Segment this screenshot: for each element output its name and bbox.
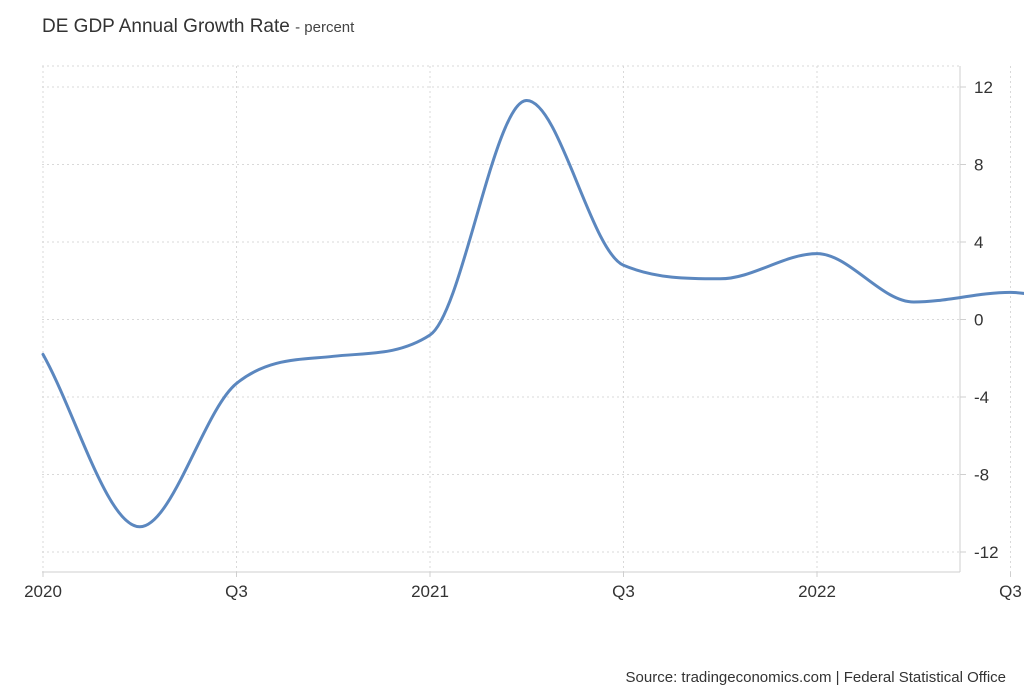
x-tick-label: Q3	[225, 582, 248, 601]
chart-subtitle: - percent	[295, 19, 355, 36]
y-tick-label: -8	[974, 466, 989, 485]
axes	[42, 66, 1011, 577]
grid-lines	[42, 65, 1011, 572]
source-note: Source: tradingeconomics.com | Federal S…	[625, 669, 1006, 686]
y-tick-label: 0	[974, 311, 983, 330]
y-axis-ticks: 12 8 4 0 -4 -8 -12	[974, 78, 999, 562]
series	[41, 99, 1024, 529]
x-tick-label: 2022	[798, 582, 836, 601]
series-line	[41, 99, 1024, 529]
chart-title: DE GDP Annual Growth Rate - percent	[42, 16, 354, 38]
chart-title-text: DE GDP Annual Growth Rate	[42, 16, 290, 37]
y-tick-label: -12	[974, 543, 999, 562]
x-axis-ticks: 2020Q32021Q32022Q32023Q32024Q3	[24, 582, 1022, 601]
x-tick-label: 2020	[24, 582, 62, 601]
x-tick-label: 2021	[411, 582, 449, 601]
y-tick-label: 8	[974, 156, 983, 175]
y-tick-label: -4	[974, 388, 989, 407]
y-tick-label: 12	[974, 78, 993, 97]
x-tick-label: Q3	[612, 582, 635, 601]
x-tick-label: Q3	[999, 582, 1022, 601]
y-tick-label: 4	[974, 233, 983, 252]
